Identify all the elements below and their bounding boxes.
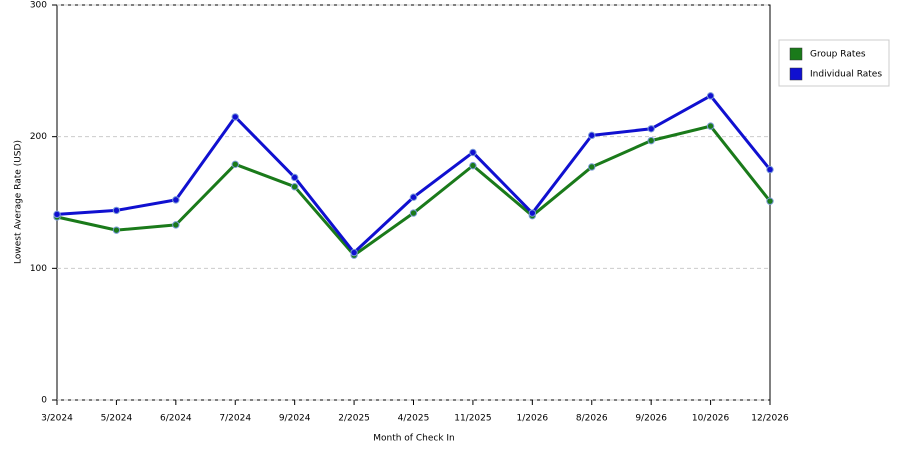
x-tick-label: 12/2026	[751, 414, 789, 424]
data-point	[409, 193, 418, 201]
x-tick-label: 10/2026	[692, 414, 730, 424]
x-tick-label: 4/2025	[398, 414, 430, 424]
y-tick-label: 300	[30, 1, 47, 11]
legend-swatch	[789, 47, 803, 61]
data-point	[231, 113, 239, 121]
data-point	[588, 131, 596, 140]
y-tick-label: 100	[30, 264, 47, 274]
x-tick-label: 7/2024	[219, 414, 251, 424]
data-point	[231, 160, 239, 169]
x-axis-label: Month of Check In	[373, 434, 455, 444]
data-point	[766, 197, 774, 205]
y-axis-label: Lowest Average Rate (USD)	[14, 140, 24, 264]
x-tick-label: 9/2024	[279, 414, 311, 424]
y-tick-label: 0	[41, 396, 47, 406]
data-point	[528, 209, 537, 217]
data-point	[290, 183, 299, 191]
data-point	[647, 136, 655, 145]
data-point	[112, 226, 121, 234]
data-point	[172, 196, 180, 204]
data-point	[350, 248, 358, 257]
data-point	[469, 148, 477, 157]
x-tick-label: 8/2026	[576, 414, 608, 424]
legend-label: Group Rates	[810, 50, 866, 60]
x-tick-label: 1/2026	[516, 414, 548, 424]
x-tick-label: 5/2024	[101, 414, 133, 424]
data-point	[469, 161, 477, 170]
x-tick-label: 6/2024	[160, 414, 192, 424]
series-line	[56, 124, 772, 257]
data-point	[290, 173, 299, 182]
data-point	[706, 122, 715, 130]
data-point	[647, 125, 655, 133]
data-point	[53, 210, 61, 219]
x-tick-label: 3/2024	[41, 414, 73, 424]
data-point	[706, 92, 715, 100]
legend-label: Individual Rates	[810, 70, 882, 80]
data-point	[409, 209, 418, 217]
x-tick-label: 9/2026	[635, 414, 667, 424]
data-point	[766, 165, 774, 174]
x-tick-label: 11/2025	[454, 414, 491, 424]
x-tick-label: 2/2025	[338, 414, 370, 424]
data-point	[112, 206, 121, 215]
data-point	[588, 163, 596, 171]
legend-swatch	[789, 67, 803, 81]
y-tick-label: 200	[30, 132, 47, 142]
series-line	[56, 94, 772, 255]
data-point	[172, 221, 180, 229]
